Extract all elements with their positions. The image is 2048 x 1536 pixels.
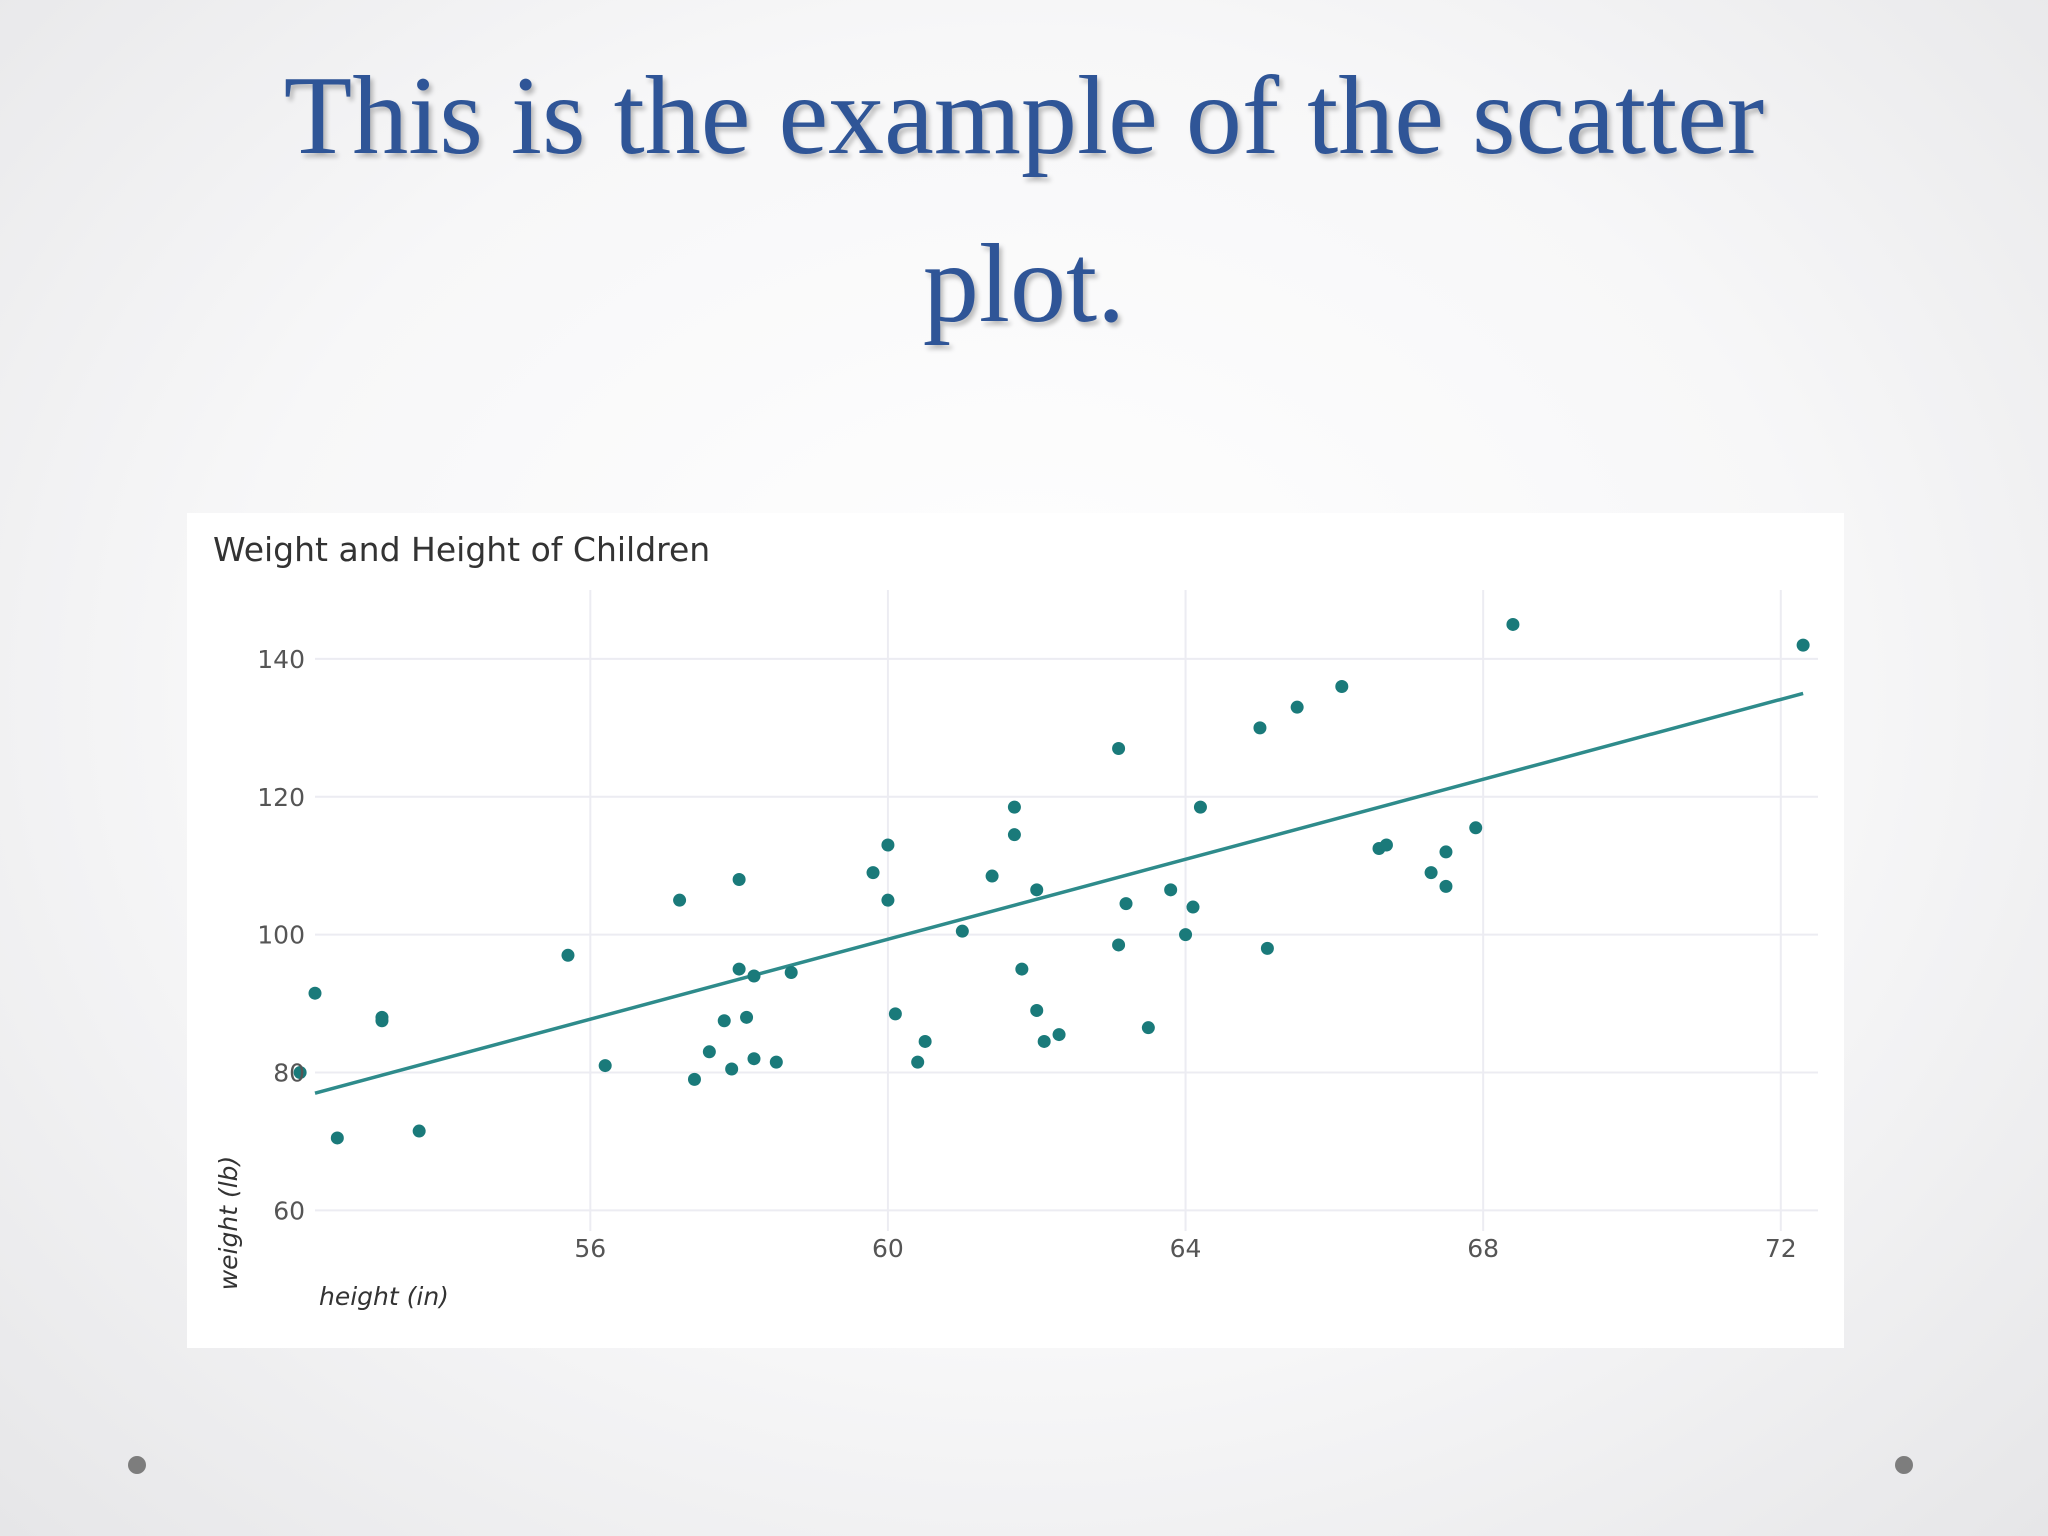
data-point — [1037, 1034, 1051, 1048]
grid-lines — [315, 590, 1818, 1231]
data-point — [1424, 866, 1438, 880]
data-point — [717, 1014, 731, 1028]
data-points — [293, 617, 1810, 1145]
data-point — [881, 838, 895, 852]
trendline-group — [314, 691, 1804, 1095]
data-point — [1379, 838, 1393, 852]
data-point — [1119, 897, 1133, 911]
y-tick-label: 120 — [257, 783, 305, 812]
scatter-chart: Weight and Height of Children 60 80 100 120… — [213, 530, 1818, 1311]
data-point — [881, 893, 895, 907]
data-point — [1112, 938, 1126, 952]
data-point — [1112, 742, 1126, 756]
data-point — [673, 893, 687, 907]
data-point — [1439, 845, 1453, 859]
y-tick-label: 60 — [273, 1196, 305, 1225]
y-tick-labels: 60 80 100 120 140 — [257, 645, 305, 1225]
y-axis-label: weight (lb) — [214, 1156, 243, 1291]
x-tick-label: 72 — [1765, 1234, 1797, 1263]
data-point — [1506, 617, 1520, 631]
data-point — [866, 866, 880, 880]
x-tick-label: 64 — [1170, 1234, 1202, 1263]
slide-bullet-left — [128, 1456, 146, 1474]
chart-title: Weight and Height of Children — [213, 530, 710, 569]
data-point — [1141, 1021, 1155, 1035]
data-point — [732, 962, 746, 976]
data-point — [1186, 900, 1200, 914]
data-point — [1164, 883, 1178, 897]
data-point — [687, 1072, 701, 1086]
data-point — [375, 1014, 389, 1028]
data-point — [1030, 1003, 1044, 1017]
slide-title: This is the example of the scatter plot. — [0, 32, 2048, 368]
data-point — [412, 1124, 426, 1138]
data-point — [747, 969, 761, 983]
y-tick-label: 80 — [273, 1058, 305, 1087]
data-point — [1253, 721, 1267, 735]
data-point — [911, 1055, 925, 1069]
slide-title-line-1: This is the example of the scatter — [283, 54, 1765, 178]
data-point — [1335, 679, 1349, 693]
trendline — [314, 691, 1804, 1095]
y-tick-label: 100 — [257, 921, 305, 950]
data-point — [1030, 883, 1044, 897]
x-tick-labels: 56 60 64 68 72 — [574, 1234, 1796, 1263]
data-point — [1260, 941, 1274, 955]
data-point — [330, 1131, 344, 1145]
x-tick-label: 68 — [1467, 1234, 1499, 1263]
x-tick-label: 60 — [872, 1234, 904, 1263]
data-point — [747, 1052, 761, 1066]
data-point — [740, 1010, 754, 1024]
y-tick-label: 140 — [257, 645, 305, 674]
data-point — [1007, 800, 1021, 814]
data-point — [1193, 800, 1207, 814]
data-point — [955, 924, 969, 938]
data-point — [1469, 821, 1483, 835]
data-point — [725, 1062, 739, 1076]
data-point — [293, 1065, 307, 1079]
data-point — [1007, 828, 1021, 842]
data-point — [888, 1007, 902, 1021]
data-point — [1052, 1028, 1066, 1042]
data-point — [702, 1045, 716, 1059]
x-tick-label: 56 — [574, 1234, 606, 1263]
data-point — [561, 948, 575, 962]
data-point — [784, 966, 798, 980]
data-point — [769, 1055, 783, 1069]
data-point — [598, 1059, 612, 1073]
data-point — [308, 986, 322, 1000]
x-axis-label: height (in) — [319, 1282, 449, 1311]
chart-card: Weight and Height of Children 60 80 100 120… — [187, 513, 1844, 1348]
slide-bullet-right — [1895, 1456, 1913, 1474]
data-point — [1015, 962, 1029, 976]
data-point — [918, 1034, 932, 1048]
data-point — [1290, 700, 1304, 714]
data-point — [985, 869, 999, 883]
data-point — [1179, 928, 1193, 942]
data-point — [1796, 638, 1810, 652]
data-point — [732, 872, 746, 886]
slide-title-line-2: plot. — [922, 222, 1126, 346]
data-point — [1439, 879, 1453, 893]
